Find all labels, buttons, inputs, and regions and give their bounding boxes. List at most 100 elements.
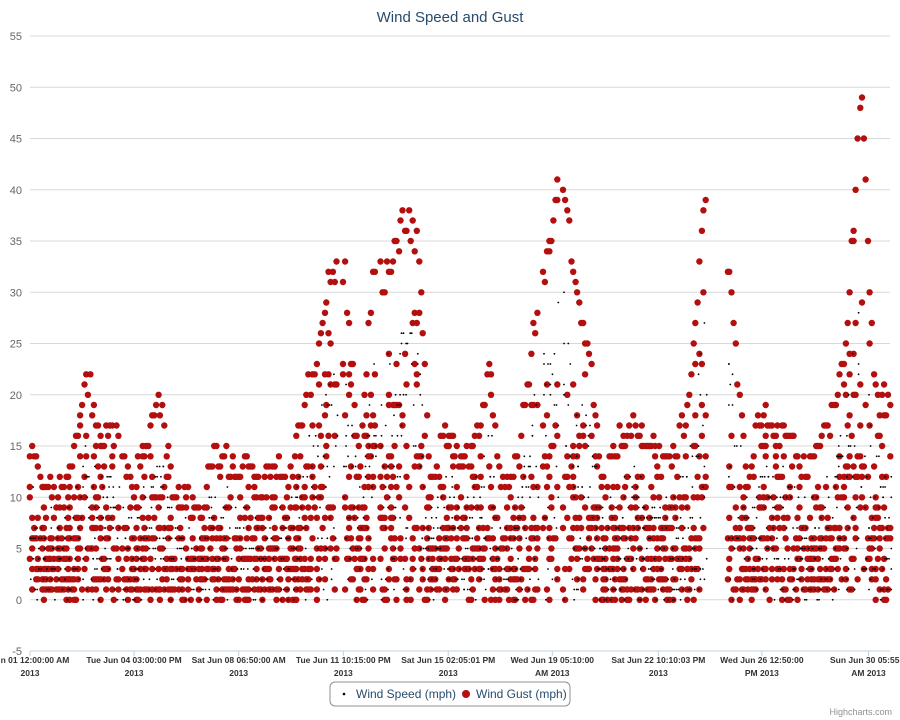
wind-speed-point <box>296 588 299 591</box>
wind-speed-point <box>436 527 439 529</box>
wind-speed-point <box>547 506 549 509</box>
wind-gust-point <box>418 289 425 296</box>
wind-speed-point <box>204 588 207 591</box>
wind-gust-point <box>159 576 166 583</box>
wind-speed-point <box>64 568 66 570</box>
wind-gust-point <box>391 442 398 450</box>
wind-gust-point <box>130 494 138 501</box>
wind-speed-point <box>345 434 347 437</box>
wind-speed-point <box>836 475 838 478</box>
wind-gust-point <box>50 514 58 521</box>
wind-gust-point <box>782 586 789 593</box>
wind-gust-point <box>832 555 840 562</box>
wind-gust-point <box>621 535 629 542</box>
wind-gust-point <box>155 391 162 398</box>
x-tick-label: Sat Jun 15 02:05:01 PM <box>401 655 495 665</box>
wind-speed-point <box>581 557 584 560</box>
wind-speed-point <box>755 588 758 591</box>
wind-speed-point <box>659 568 661 570</box>
wind-speed-point <box>394 547 397 550</box>
wind-speed-point <box>256 547 259 550</box>
wind-gust-point <box>581 371 589 378</box>
wind-gust-point <box>309 422 316 429</box>
wind-gust-point <box>413 319 420 327</box>
wind-gust-point <box>534 309 541 316</box>
wind-speed-point <box>793 486 796 488</box>
wind-gust-point <box>271 494 278 501</box>
wind-speed-point <box>156 475 159 478</box>
wind-speed-point <box>96 516 98 519</box>
wind-gust-point <box>870 524 878 532</box>
wind-speed-point <box>805 598 808 601</box>
wind-speed-point <box>613 588 616 591</box>
wind-speed-point <box>647 537 650 540</box>
wind-gust-point <box>866 340 873 347</box>
wind-gust-point <box>349 576 357 583</box>
legend-item-wind-speed[interactable]: Wind Speed (mph) <box>342 687 456 701</box>
wind-speed-point <box>384 486 387 488</box>
wind-gust-point <box>381 463 388 470</box>
wind-speed-point <box>671 557 674 560</box>
wind-gust-point <box>760 504 767 511</box>
wind-speed-point <box>495 578 498 581</box>
wind-gust-point <box>141 473 148 480</box>
wind-speed-point <box>773 557 776 560</box>
wind-speed-point <box>868 537 870 540</box>
wind-speed-point <box>818 598 820 601</box>
wind-gust-point <box>229 576 236 583</box>
wind-speed-point <box>547 363 549 365</box>
wind-gust-point <box>630 412 637 419</box>
wind-speed-point <box>252 598 255 601</box>
wind-gust-point <box>165 442 172 450</box>
wind-gust-point <box>425 504 432 511</box>
wind-speed-point <box>753 568 756 570</box>
wind-speed-point <box>745 496 748 499</box>
wind-gust-point <box>229 453 236 460</box>
wind-speed-point <box>347 424 349 427</box>
wind-speed-point <box>846 547 848 550</box>
legend[interactable]: Wind Speed (mph) Wind Gust (mph) <box>329 681 571 707</box>
wind-speed-point <box>841 455 844 458</box>
wind-gust-point <box>461 453 468 460</box>
wind-speed-point <box>782 465 784 468</box>
wind-speed-point <box>279 537 281 540</box>
wind-gust-point <box>321 576 329 583</box>
wind-speed-point <box>631 557 633 560</box>
credits-link[interactable]: Highcharts.com <box>829 707 892 717</box>
wind-speed-point <box>575 588 578 591</box>
wind-speed-point <box>280 598 283 601</box>
wind-speed-point <box>635 496 638 499</box>
wind-gust-point <box>618 596 625 603</box>
wind-gust-point <box>419 483 426 491</box>
wind-speed-point <box>200 598 203 601</box>
wind-gust-point <box>824 422 831 429</box>
wind-speed-point <box>282 557 285 560</box>
wind-gust-point <box>554 196 561 204</box>
wind-speed-point <box>430 537 433 540</box>
wind-speed-point <box>400 332 403 335</box>
wind-speed-point <box>394 516 397 519</box>
wind-gust-point <box>878 565 886 573</box>
wind-gust-point <box>159 545 166 552</box>
wind-speed-point <box>448 578 451 581</box>
wind-gust-point <box>387 463 395 470</box>
wind-speed-point <box>545 516 547 519</box>
wind-speed-point <box>176 547 179 550</box>
wind-gust-point <box>546 453 553 460</box>
wind-gust-point <box>401 555 409 562</box>
wind-speed-point <box>46 568 48 570</box>
wind-speed-point <box>489 547 492 550</box>
wind-gust-point <box>289 524 296 532</box>
wind-speed-point <box>571 465 574 468</box>
wind-speed-point <box>505 547 507 550</box>
legend-item-wind-gust[interactable]: Wind Gust (mph) <box>462 687 567 701</box>
wind-gust-point <box>225 504 232 511</box>
wind-speed-point <box>113 506 116 509</box>
wind-speed-point <box>702 424 704 427</box>
wind-speed-point <box>154 568 157 570</box>
wind-speed-point <box>849 445 852 447</box>
wind-speed-point <box>214 557 217 560</box>
wind-gust-point <box>323 442 330 450</box>
wind-gust-point <box>418 442 425 450</box>
wind-speed-point <box>186 557 189 560</box>
